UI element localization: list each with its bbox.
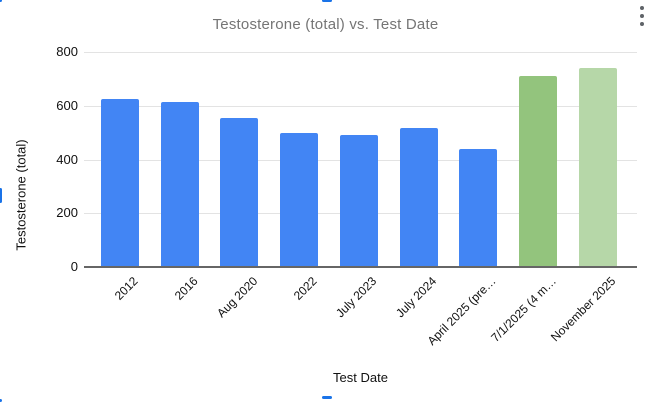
gridline — [84, 105, 637, 107]
selection-handle-bottom-middle[interactable] — [322, 396, 332, 399]
bar-July 2023[interactable] — [339, 135, 378, 267]
x-tick-label: July 2024 — [393, 274, 440, 321]
bar-November 2025[interactable] — [578, 68, 617, 267]
selection-handle-left-middle[interactable] — [0, 188, 2, 203]
bar-April 2025 (pre…[interactable] — [459, 149, 498, 267]
bar-July 2024[interactable] — [399, 128, 438, 267]
kebab-dot — [639, 6, 644, 10]
x-tick-label: 2012 — [112, 274, 141, 303]
kebab-menu-icon[interactable] — [632, 3, 651, 29]
x-axis-line — [84, 266, 637, 268]
kebab-dot — [639, 22, 644, 26]
x-tick-label: November 2025 — [548, 274, 619, 345]
x-axis-title: Test Date — [333, 370, 388, 385]
bar-2012[interactable] — [101, 99, 139, 267]
bar-Aug 2020[interactable] — [220, 118, 259, 267]
selection-handle-top-left[interactable] — [0, 0, 2, 2]
y-tick-label: 600 — [56, 97, 78, 113]
chart-title: Testosterone (total) vs. Test Date — [212, 16, 439, 33]
x-tick-label: Aug 2020 — [214, 274, 261, 321]
bar-2022[interactable] — [280, 132, 319, 267]
y-tick-label: 800 — [56, 44, 78, 59]
bar-2016[interactable] — [160, 101, 199, 267]
y-axis-title: Testosterone (total) — [13, 139, 29, 251]
x-tick-label: 2022 — [291, 274, 321, 303]
y-tick-label: 200 — [56, 205, 78, 221]
gridline — [84, 52, 637, 53]
selection-handle-bottom-left[interactable] — [0, 399, 2, 402]
kebab-dot — [639, 14, 644, 18]
y-tick-label: 0 — [70, 259, 78, 274]
y-tick-label: 400 — [56, 151, 78, 167]
bar-7/1/2025 (4 m…[interactable] — [518, 76, 557, 267]
x-tick-label: 2016 — [171, 274, 201, 303]
x-tick-label: July 2023 — [333, 274, 380, 321]
selection-handle-top-middle[interactable] — [322, 0, 332, 2]
